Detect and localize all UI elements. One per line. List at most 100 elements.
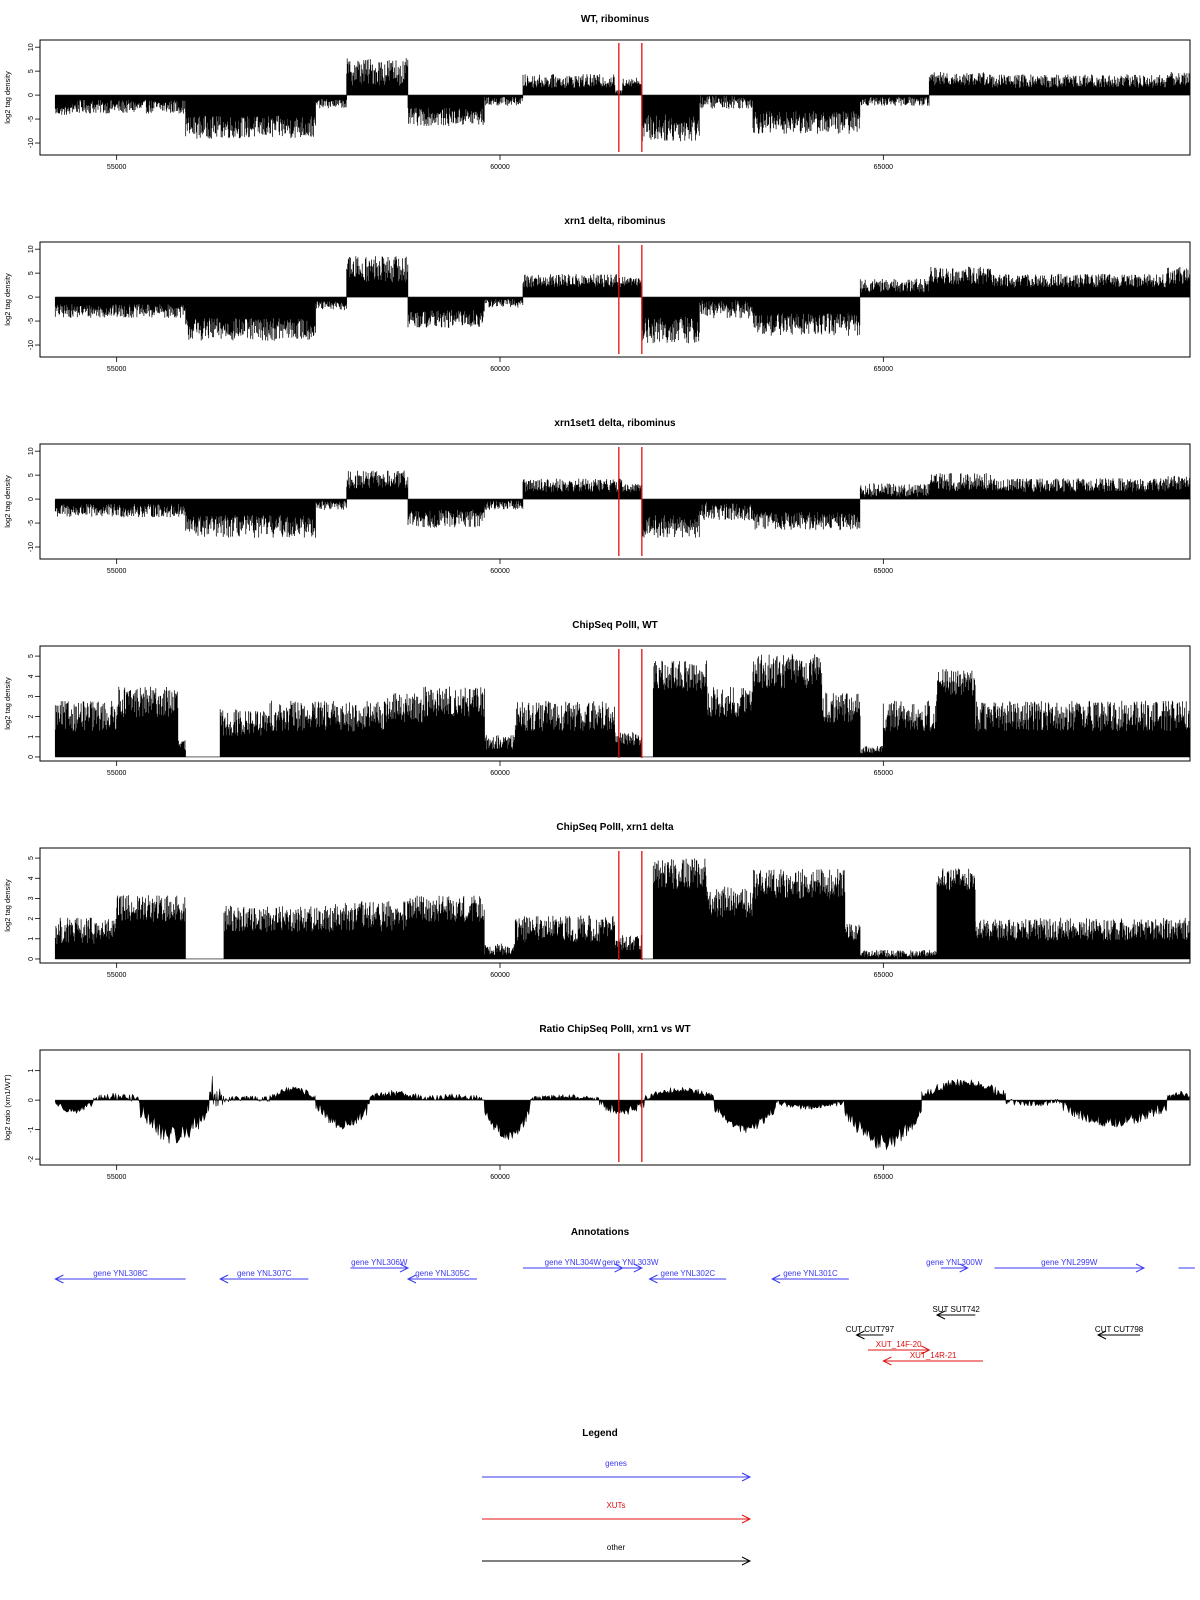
y-tick-label: -10 [28, 138, 35, 148]
annotation-label: gene YNL304W [545, 1258, 602, 1267]
annotation-label: gene YNL300W [926, 1258, 983, 1267]
legend-label: genes [605, 1459, 627, 1468]
x-tick-label: 55000 [107, 366, 127, 373]
arrow-head [935, 1310, 946, 1320]
legend-entry: other [482, 1543, 752, 1566]
series-bars [54, 256, 1190, 344]
annotation-label: gene YNL307C [237, 1269, 292, 1278]
y-tick-label: 1 [28, 735, 35, 739]
x-tick-label: 60000 [490, 770, 510, 777]
legend-entry: genes [482, 1459, 752, 1482]
annotation-label: gene YNL299W [1041, 1258, 1098, 1267]
arrow-head [771, 1274, 781, 1284]
y-tick-label: 1 [28, 1069, 35, 1073]
track-panel: xrn1set1 delta, ribominus -10 -5 0 5 10 log2 t… [3, 418, 1191, 575]
legend-title: Legend [582, 1428, 618, 1439]
annotation-label: gene YNL306W [351, 1258, 408, 1267]
arrow-head [648, 1274, 658, 1284]
arrow-head [855, 1330, 865, 1340]
annotations-title: Annotations [571, 1227, 630, 1238]
annotation-arrow: gene YNL301C [771, 1269, 849, 1284]
y-tick-label: 5 [28, 473, 35, 477]
y-tick-label: 0 [28, 1098, 35, 1102]
arrow-head [406, 1274, 417, 1284]
annotation-arrow: gene YNL308C [54, 1269, 186, 1284]
plot-frame [39, 39, 1191, 156]
x-tick-label: 65000 [874, 1174, 894, 1181]
y-tick-label: 5 [28, 856, 35, 860]
panel-title: ChipSeq PolII, xrn1 delta [556, 822, 674, 833]
annotation-arrow: XUT_14F-20 [868, 1340, 931, 1355]
legend-items: genes XUTs other [482, 1459, 752, 1566]
x-tick-label: 55000 [107, 164, 127, 171]
annotations-track: Annotations gene YNL308C gene YNL307Cgene… [54, 1227, 1195, 1366]
y-tick-label: -5 [28, 116, 35, 122]
annotation-arrow: gene YNL306W [350, 1258, 410, 1273]
x-tick-label: 65000 [874, 164, 894, 171]
panel-title: ChipSeq PolII, WT [572, 620, 658, 631]
x-tick-label: 60000 [490, 972, 510, 979]
panel-title: WT, ribominus [581, 14, 650, 25]
annotation-arrow: gene YNL303W [602, 1258, 659, 1273]
y-tick-label: 10 [28, 245, 35, 253]
x-tick-label: 55000 [107, 568, 127, 575]
arrow-head [882, 1356, 892, 1366]
arrow-head [633, 1263, 643, 1273]
y-tick-label: 2 [28, 917, 35, 921]
legend-entry: XUTs [482, 1501, 752, 1524]
x-tick-label: 55000 [107, 770, 127, 777]
y-tick-label: 5 [28, 271, 35, 275]
arrow-head [54, 1274, 64, 1284]
annotation-arrow: CUT CUT798 [1095, 1325, 1144, 1340]
y-tick-label: 0 [28, 957, 35, 961]
arrow-head [959, 1263, 969, 1273]
annotation-label: SUT SUT742 [932, 1305, 980, 1314]
track-panel: xrn1 delta, ribominus -10 -5 0 5 10 log2 tag d… [3, 216, 1191, 373]
series-bars [54, 858, 1190, 959]
arrow-head [741, 1514, 752, 1524]
track-panel: ChipSeq PolII, xrn1 delta 0 1 2 3 4 5 log2 tag … [3, 822, 1191, 979]
track-panel: WT, ribominus -10 -5 0 5 10 log2 tag density 55… [3, 14, 1191, 171]
annotation-label: XUT_14F-20 [876, 1340, 922, 1349]
annotation-label: gene YNL303W [602, 1258, 659, 1267]
series-bars [54, 470, 1190, 538]
annotation-arrow: SUT SUT742 [932, 1305, 980, 1320]
annotation-label: CUT CUT797 [846, 1325, 895, 1334]
y-axis-label: log2 ratio (xrn1/WT) [3, 1074, 12, 1141]
y-tick-label: 0 [28, 497, 35, 501]
y-tick-label: -5 [28, 318, 35, 324]
x-tick-label: 60000 [490, 568, 510, 575]
legend: Legend genes XUTs other [482, 1428, 752, 1566]
y-axis-label: log2 tag density [3, 475, 12, 528]
y-tick-label: -2 [28, 1156, 35, 1162]
plot-frame [39, 241, 1191, 358]
y-tick-label: 4 [28, 674, 35, 678]
y-tick-label: -5 [28, 520, 35, 526]
track-panel: ChipSeq PolII, WT 0 1 2 3 4 5 log2 tag density 5… [3, 620, 1191, 777]
arrow-head [921, 1345, 931, 1355]
y-tick-label: 0 [28, 93, 35, 97]
track-panel: Ratio ChipSeq PolII, xrn1 vs WT -2 -1 0 1 log… [3, 1024, 1191, 1181]
annotation-items: gene YNL308C gene YNL307C gene YNL306W gene… [54, 1258, 1195, 1366]
annotation-arrow: gene YNL305C [406, 1269, 477, 1284]
annotation-label: gene YNL301C [783, 1269, 838, 1278]
y-tick-label: 3 [28, 694, 35, 698]
annotation-arrow: gene YNL307C [219, 1269, 309, 1284]
y-axis-label: log2 tag density [3, 273, 12, 326]
annotation-arrow: gene YNL300W [926, 1258, 983, 1273]
y-tick-label: 5 [28, 654, 35, 658]
plot-frame [39, 1049, 1191, 1166]
y-axis-label: log2 tag density [3, 879, 12, 932]
annotation-label: XUT_14R-21 [910, 1351, 957, 1360]
annotation-arrow: CUT CUT797 [846, 1325, 895, 1340]
legend-label: XUTs [606, 1501, 625, 1510]
plot-frame [39, 847, 1191, 964]
annotation-arrow: gene YNL302C [648, 1269, 727, 1284]
x-tick-label: 65000 [874, 972, 894, 979]
x-tick-label: 65000 [874, 568, 894, 575]
y-tick-label: 0 [28, 755, 35, 759]
arrow-head [399, 1263, 410, 1273]
x-tick-label: 65000 [874, 366, 894, 373]
